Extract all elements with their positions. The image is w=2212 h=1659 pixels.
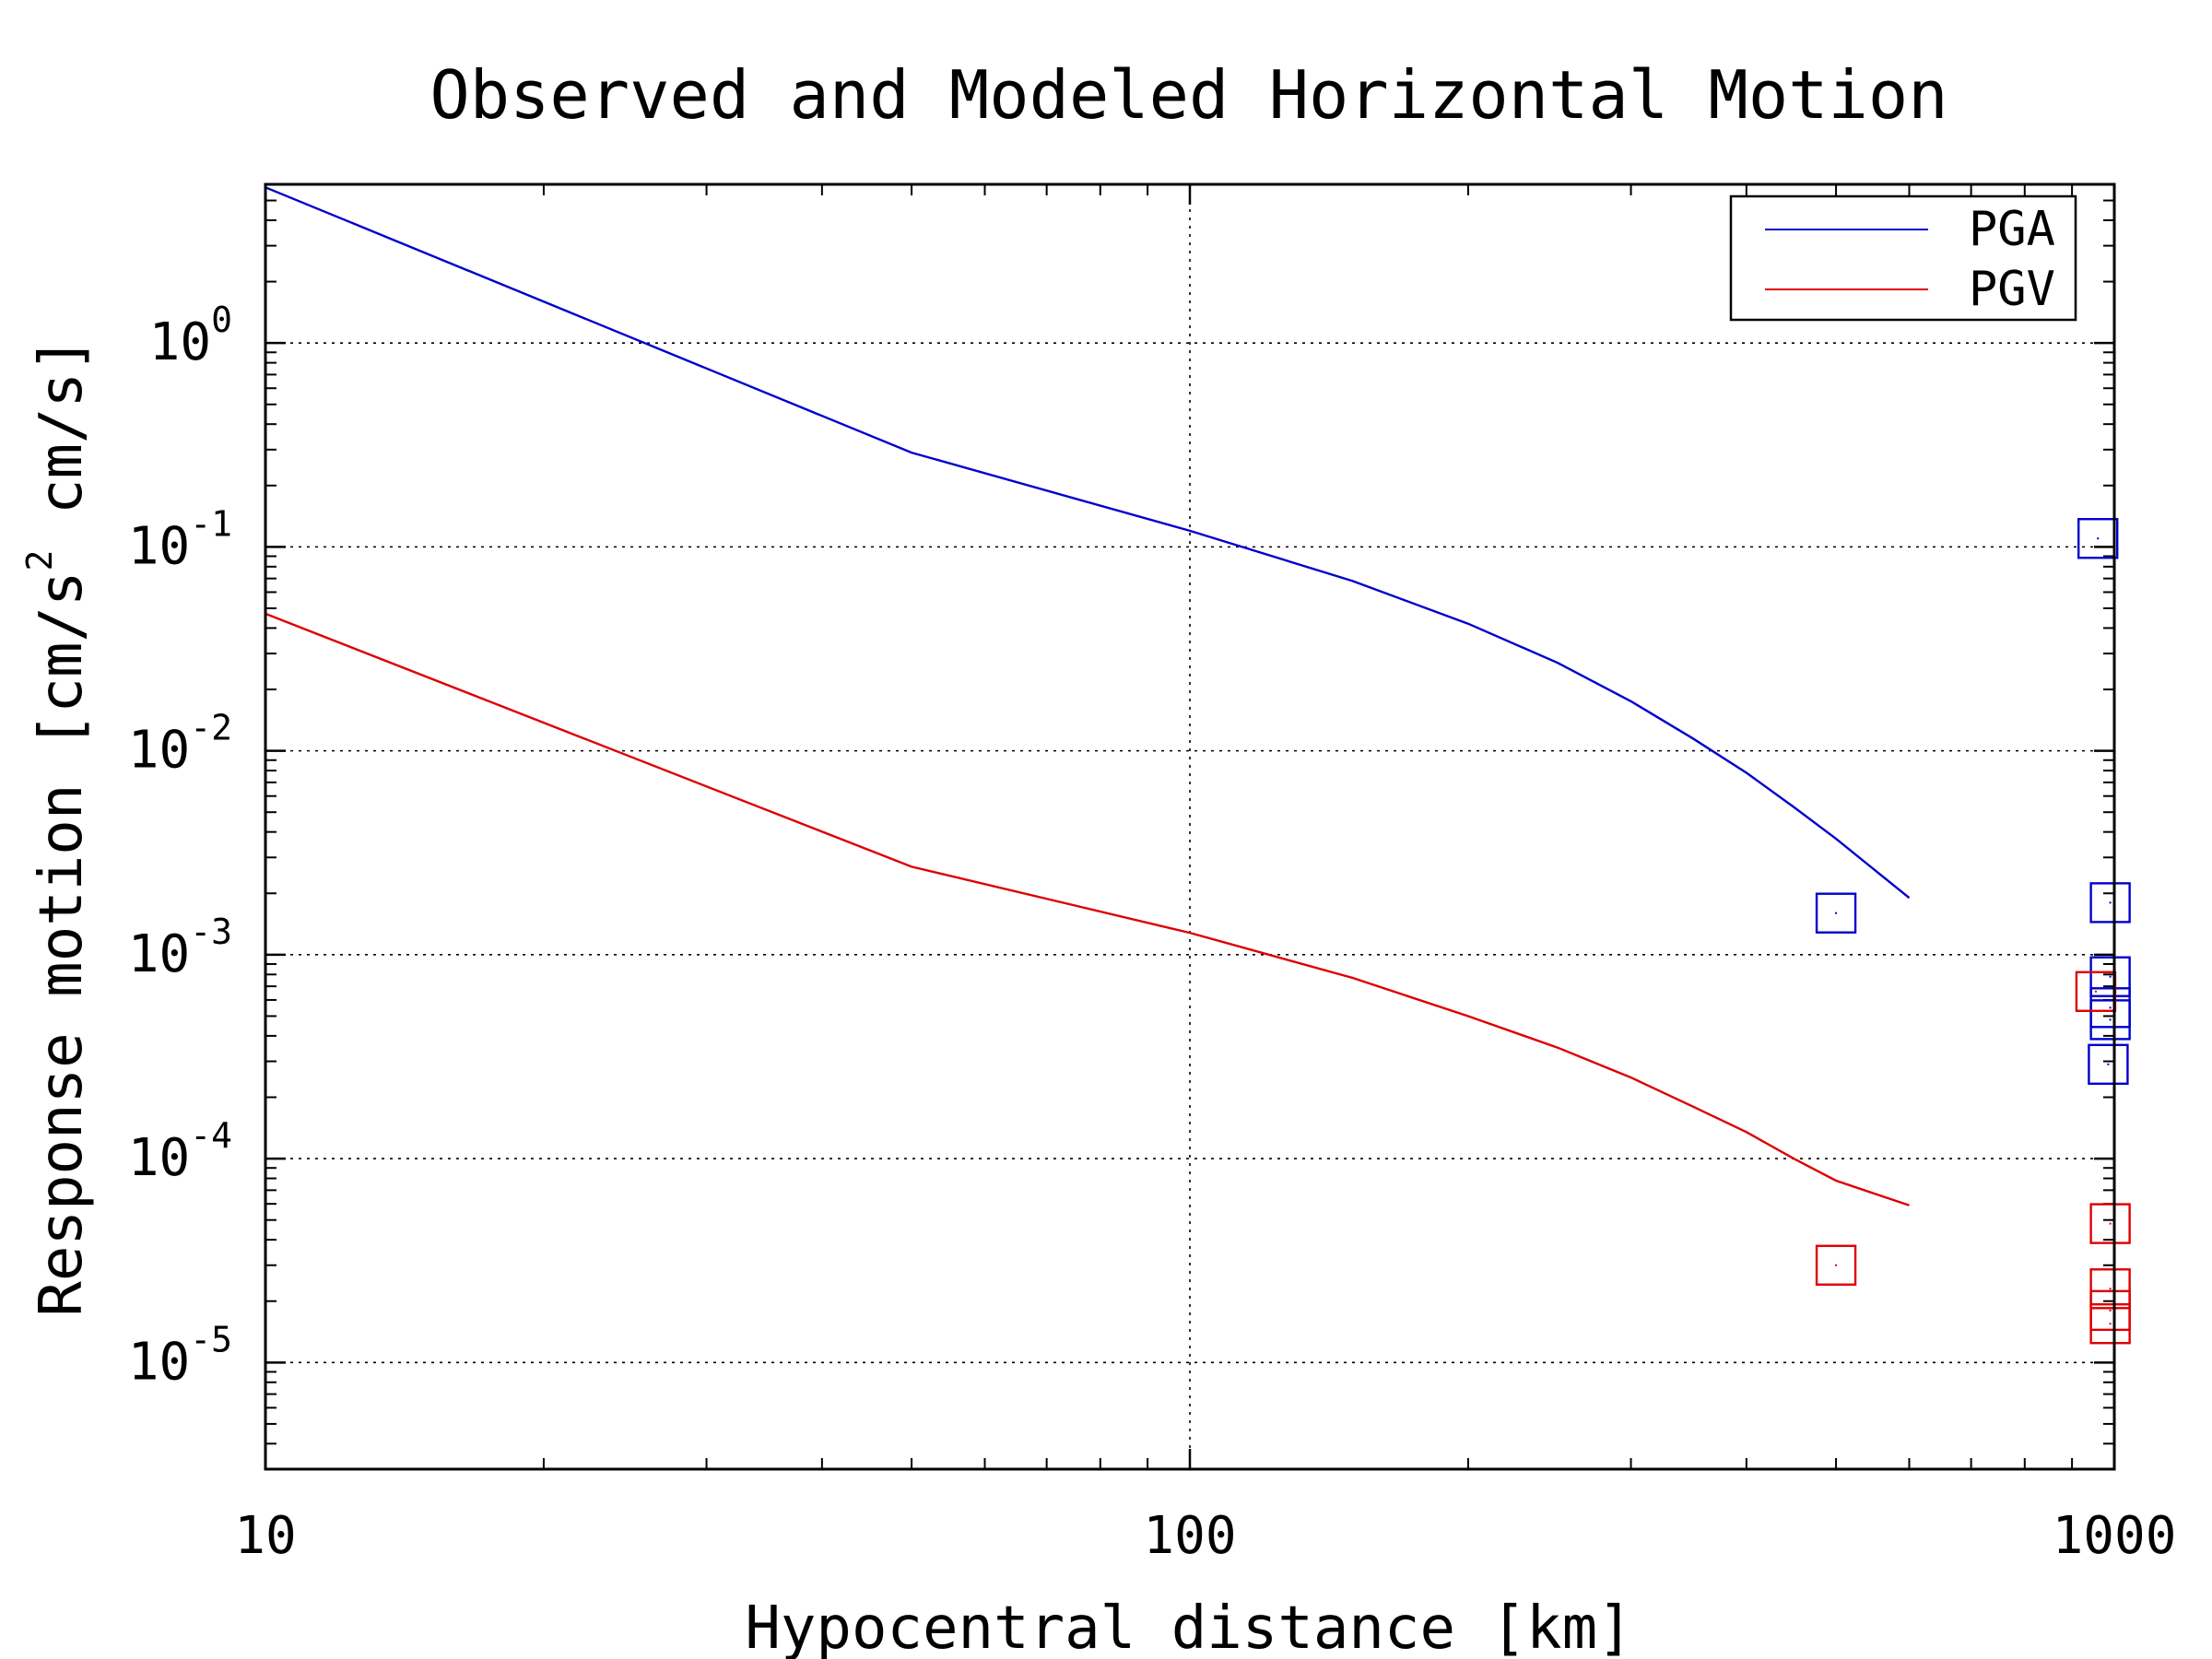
- observed-marker-center: [2109, 1309, 2112, 1312]
- y-tick-label: 10-4: [128, 1115, 232, 1188]
- legend-label-pga: PGA: [1969, 202, 2055, 257]
- observed-marker: [1815, 1244, 1857, 1286]
- observed-marker: [2089, 1203, 2131, 1244]
- observed-marker-center: [1835, 912, 1838, 914]
- observed-marker-center: [2109, 975, 2112, 978]
- observed-marker: [2089, 882, 2131, 924]
- observed-marker-center: [2109, 1018, 2112, 1021]
- grid: [265, 184, 2114, 1469]
- plot-frame: [264, 182, 2116, 1471]
- x-axis-label: Hypocentral distance [km]: [745, 1594, 1632, 1659]
- y-axis-label-suffix: cm/s]: [28, 336, 96, 549]
- legend-label-pgv: PGV: [1969, 262, 2055, 317]
- observed-marker-center: [2107, 1063, 2110, 1065]
- observed-marker-center: [2094, 990, 2097, 993]
- y-tick-label: 10-5: [128, 1319, 232, 1392]
- y-axis-label: Response motion [cm/s2 cm/s]: [19, 336, 96, 1316]
- series-layer: [265, 186, 2131, 1345]
- observed-marker: [2089, 999, 2131, 1041]
- x-tick-label: 10: [234, 1506, 296, 1566]
- series-line-pga: [265, 186, 1911, 900]
- observed-marker-center: [2109, 1006, 2112, 1009]
- y-tick-label: 10-1: [128, 503, 232, 576]
- y-tick-label: 10-3: [128, 912, 232, 984]
- observed-marker-center: [2109, 1323, 2112, 1325]
- observed-marker-center: [1835, 1264, 1838, 1266]
- observed-marker-center: [2109, 901, 2112, 904]
- observed-marker: [2089, 1268, 2131, 1310]
- series-line-pgv: [265, 612, 1910, 1206]
- x-tick-labels: 10 100 1000: [234, 1506, 2176, 1566]
- observed-marker: [1815, 892, 1857, 934]
- x-tick-label: 1000: [2053, 1506, 2177, 1566]
- observed-marker-center: [2109, 1288, 2112, 1290]
- legend-box: [1729, 194, 2077, 322]
- y-axis-label-sup: 2: [19, 550, 60, 571]
- y-tick-label: 10-2: [128, 708, 232, 781]
- legend: PGA PGV: [1729, 194, 2077, 322]
- observed-marker: [2089, 956, 2131, 997]
- chart-title: Observed and Modeled Horizontal Motion: [429, 56, 1947, 134]
- observed-marker: [2089, 1303, 2131, 1345]
- observed-marker-center: [2097, 537, 2100, 540]
- observed-marker: [2088, 1043, 2129, 1085]
- x-tick-label: 100: [1143, 1506, 1236, 1566]
- observed-marker: [2077, 518, 2119, 559]
- y-axis-label-prefix: Response motion [cm/s: [28, 571, 96, 1316]
- observed-marker-center: [2109, 1222, 2112, 1225]
- y-tick-labels: 100 10-1 10-2 10-3 10-4 10-5: [128, 300, 232, 1392]
- y-tick-label: 100: [149, 300, 232, 372]
